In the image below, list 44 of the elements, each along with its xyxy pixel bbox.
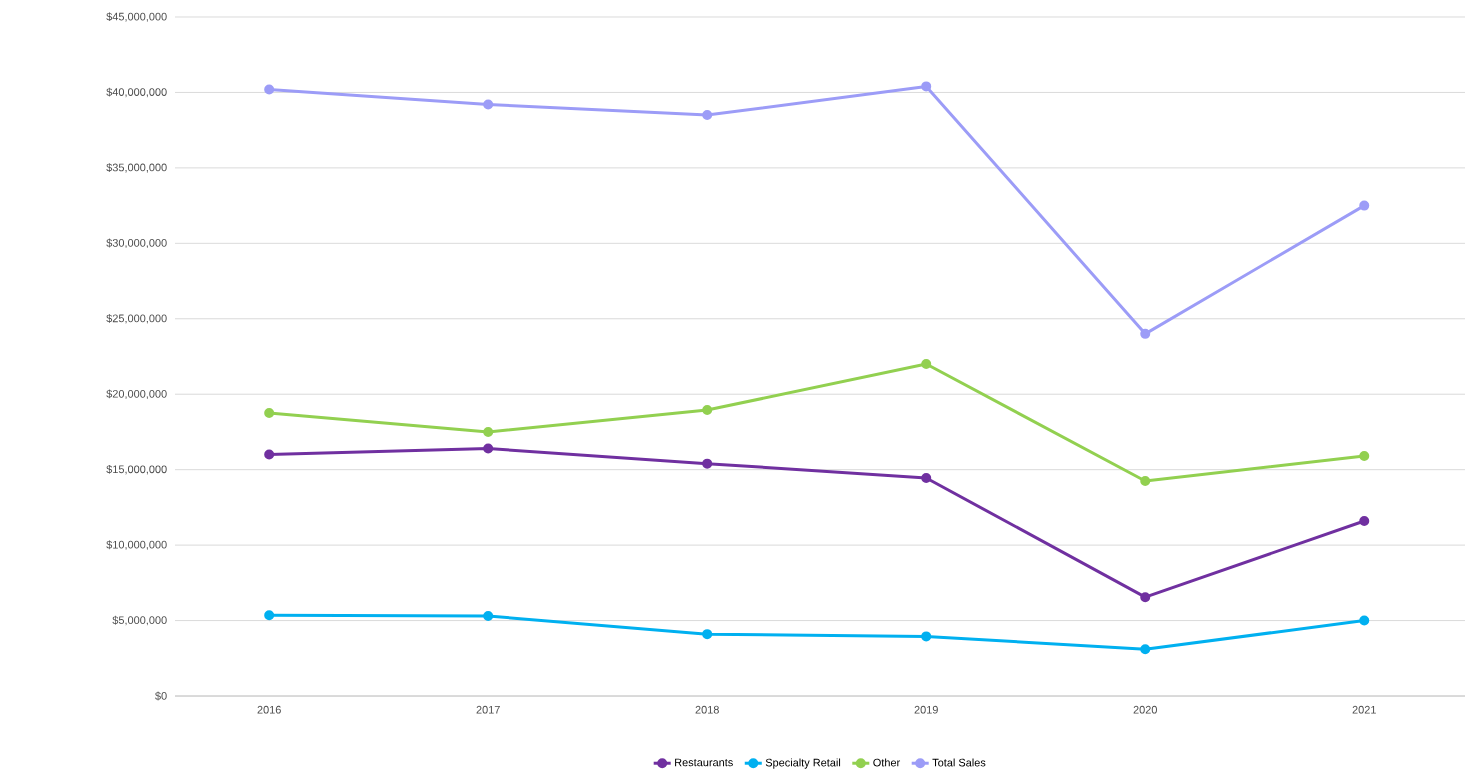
point: [921, 472, 932, 483]
y-tick-label: $10,000,000: [106, 540, 167, 550]
y-tick-label: $25,000,000: [106, 314, 167, 324]
point: [1359, 515, 1370, 526]
point: [702, 458, 713, 469]
y-tick-label: $0: [155, 691, 167, 701]
point: [1359, 451, 1370, 462]
point: [483, 443, 494, 454]
point: [1359, 615, 1370, 626]
y-tick-label: $5,000,000: [112, 615, 167, 626]
x-tick-label: 2020: [1133, 705, 1157, 714]
point: [264, 84, 275, 95]
y-tick-label: $15,000,000: [106, 464, 167, 475]
point: [702, 405, 713, 416]
point: [921, 81, 932, 92]
legend-label: Specialty Retail: [765, 758, 841, 769]
legend-label: Other: [873, 758, 901, 767]
point: [1140, 644, 1151, 655]
point: [1140, 475, 1151, 486]
point: [264, 610, 275, 621]
x-tick-label: 2016: [257, 705, 281, 714]
y-tick-label: $20,000,000: [106, 389, 167, 399]
point: [702, 110, 713, 121]
point: [921, 359, 932, 370]
point: [1359, 200, 1370, 211]
point: [483, 99, 494, 110]
point: [264, 449, 275, 460]
point: [264, 408, 275, 419]
legend-label: Total Sales: [932, 758, 986, 767]
x-tick-label: 2019: [914, 705, 938, 714]
x-tick-label: 2021: [1352, 705, 1376, 714]
point: [483, 426, 494, 437]
point: [702, 629, 713, 640]
point: [1140, 328, 1151, 339]
legend-label: Restaurants: [675, 758, 733, 767]
y-tick-label: $40,000,000: [106, 87, 167, 98]
x-tick-label: 2017: [476, 705, 500, 714]
y-tick-label: $45,000,000: [106, 12, 167, 22]
y-tick-label: $35,000,000: [106, 163, 167, 173]
y-tick-label: $30,000,000: [106, 238, 167, 249]
point: [1140, 592, 1151, 603]
x-tick-label: 2018: [695, 705, 719, 714]
point: [483, 611, 494, 622]
point: [921, 631, 932, 642]
